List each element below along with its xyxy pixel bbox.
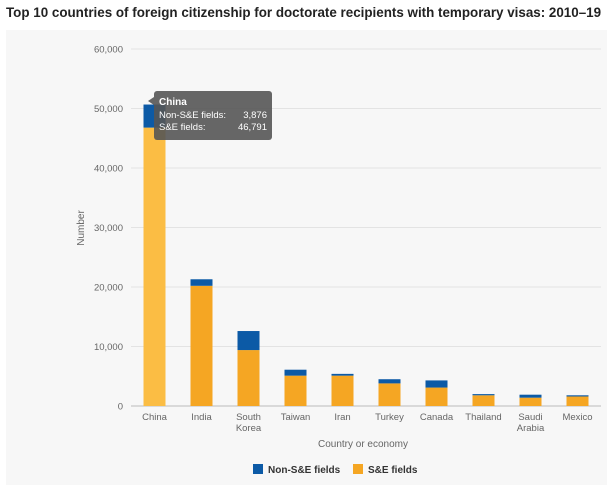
x-tick-label: Arabia <box>517 423 545 434</box>
x-tick-label: Korea <box>236 423 262 434</box>
bar-non-se-fields <box>472 394 495 396</box>
x-tick-label: Saudi <box>518 412 542 423</box>
x-tick-label: China <box>142 412 168 423</box>
bar-non-se-fields <box>519 394 542 398</box>
legend-swatch <box>253 464 263 474</box>
x-tick-label: India <box>191 412 212 423</box>
tooltip-row-label: Non-S&E fields: <box>159 110 226 121</box>
legend-label: S&E fields <box>368 465 418 476</box>
y-axis-label: Number <box>76 210 87 246</box>
tooltip-title: China <box>159 97 187 108</box>
y-tick-label: 20,000 <box>94 283 123 294</box>
bar-se-fields <box>284 375 307 406</box>
y-tick-label: 10,000 <box>94 342 123 353</box>
bar-non-se-fields <box>237 331 260 351</box>
y-tick-label: 40,000 <box>94 164 123 175</box>
y-tick-label: 60,000 <box>94 45 123 56</box>
legend-swatch <box>353 464 363 474</box>
x-tick-label: Canada <box>420 412 454 423</box>
tooltip-pointer <box>148 97 154 105</box>
tooltip-row-label: S&E fields: <box>159 122 205 133</box>
bar-se-fields <box>566 396 589 406</box>
legend: Non-S&E fields S&E fields <box>253 464 418 476</box>
x-tick-label: South <box>236 412 261 423</box>
bar-se-fields <box>143 127 166 406</box>
x-tick-label: Mexico <box>562 412 592 423</box>
bar-se-fields <box>472 395 495 406</box>
chart-title: Top 10 countries of foreign citizenship … <box>6 5 602 20</box>
x-tick-label: Iran <box>334 412 350 423</box>
bar-se-fields <box>237 350 260 406</box>
y-tick-label: 0 <box>118 402 123 413</box>
bars <box>143 104 589 406</box>
bar-non-se-fields <box>190 279 213 286</box>
tooltip-row-value: 46,791 <box>238 122 267 133</box>
x-tick-label: Turkey <box>375 412 404 423</box>
bar-non-se-fields <box>566 395 589 397</box>
chart-panel: 0 10,000 20,000 30,000 40,000 50,000 60,000 Ch… <box>6 30 607 485</box>
x-tick-label: Thailand <box>465 412 501 423</box>
bar-non-se-fields <box>425 380 448 388</box>
tooltip-box <box>154 91 272 140</box>
bar-se-fields <box>519 397 542 406</box>
y-tick-label: 50,000 <box>94 104 123 115</box>
bar-se-fields <box>378 383 401 406</box>
bar-se-fields <box>190 285 213 406</box>
y-axis-ticks: 0 10,000 20,000 30,000 40,000 50,000 60,000 <box>94 45 123 413</box>
legend-label: Non-S&E fields <box>268 465 341 476</box>
stacked-bar-chart: 0 10,000 20,000 30,000 40,000 50,000 60,000 Ch… <box>76 45 601 476</box>
bar-se-fields <box>425 387 448 406</box>
tooltip-row-value: 3,876 <box>243 110 267 121</box>
bar-se-fields <box>331 375 354 406</box>
tooltip: China Non-S&E fields: 3,876 S&E fields: 46,7… <box>148 91 272 140</box>
y-tick-label: 30,000 <box>94 223 123 234</box>
x-axis-label: Country or economy <box>318 439 408 450</box>
bar-non-se-fields <box>331 373 354 376</box>
bar-non-se-fields <box>378 379 401 384</box>
bar-non-se-fields <box>284 369 307 376</box>
x-tick-label: Taiwan <box>281 412 311 423</box>
